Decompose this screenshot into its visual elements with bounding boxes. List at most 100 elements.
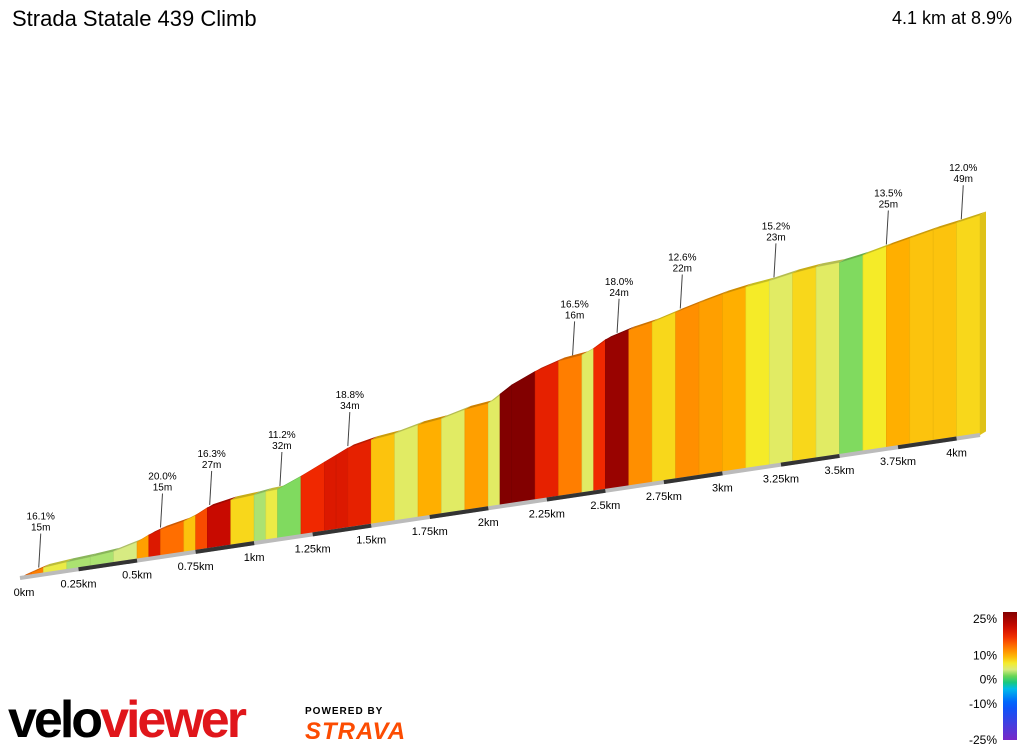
gradient-band — [136, 534, 150, 561]
annotation-length: 34m — [340, 401, 359, 412]
gradient-band-top — [230, 491, 261, 500]
distance-axis: 0km 0.25km 0.5km 0.75km 1km 1.25km 1.5km 1.75km… — [14, 433, 981, 599]
x-tick-label: 0.75km — [178, 561, 214, 573]
gradient-band-top — [933, 219, 963, 230]
x-tick-label: 0km — [14, 587, 35, 599]
gradient-band-top — [148, 525, 167, 535]
gradient-band — [956, 214, 981, 439]
logo-velo-text: velo — [8, 691, 103, 749]
annotation-leader — [159, 493, 163, 528]
distance-axis-segment — [897, 436, 957, 450]
gradient-band-top — [862, 242, 893, 256]
x-tick-label: 1.25km — [295, 543, 331, 555]
gradient-band-top — [769, 269, 799, 281]
annotation-grade: 18.0% — [605, 277, 633, 288]
gradient-band — [558, 354, 583, 499]
distance-axis-segment — [312, 523, 372, 537]
annotation-grade: 11.2% — [268, 430, 296, 441]
gradient-band — [675, 302, 700, 481]
annotation-leader — [279, 451, 283, 487]
gradient-band-top — [347, 436, 378, 449]
gradient-band — [886, 237, 911, 450]
distance-axis-segment — [663, 471, 723, 485]
annotation-leader — [347, 412, 351, 447]
gradient-band — [932, 222, 957, 443]
gradient-band-top — [722, 283, 752, 295]
distance-axis-segment — [546, 488, 606, 502]
annotation-grade: 12.6% — [668, 252, 696, 263]
strava-logo-text: STRAVA — [305, 718, 407, 745]
gradient-band-top — [652, 308, 682, 323]
annotation-grade: 18.8% — [336, 390, 364, 401]
distance-axis-segment — [195, 541, 255, 554]
x-tick-label: 2.5km — [590, 500, 620, 512]
gradient-band-top — [43, 558, 73, 568]
annotation-length: 22m — [673, 263, 692, 274]
gradient-band-top — [418, 415, 448, 425]
gradient-band — [815, 262, 840, 460]
gradient-band-top — [254, 487, 272, 495]
page-title: Strada Statale 439 Climb — [12, 6, 257, 31]
gradient-band — [253, 491, 267, 544]
gradient-band — [265, 488, 278, 542]
x-tick-label: 1.75km — [412, 526, 448, 538]
powered-by-text: POWERED BY — [305, 706, 384, 717]
annotation-leader — [885, 210, 889, 245]
gradient-band — [534, 360, 559, 502]
gradient-band-top — [300, 458, 331, 477]
annotation-length: 16m — [565, 310, 584, 321]
annotation-length: 32m — [272, 441, 291, 452]
gradient-band-top — [605, 326, 635, 340]
gradient-band-top — [839, 251, 869, 263]
distance-axis-segment — [78, 558, 138, 572]
gradient-band — [347, 439, 372, 530]
gradient-band — [417, 418, 442, 520]
gradient-band — [593, 339, 606, 493]
gradient-bands — [19, 211, 986, 579]
annotation-leader — [679, 274, 683, 309]
annotation-leader — [960, 185, 964, 220]
annotation-length: 23m — [766, 232, 785, 243]
x-tick-label: 0.25km — [60, 578, 96, 590]
gradient-band-top — [558, 351, 588, 362]
gradient-band — [230, 494, 255, 547]
x-tick-label: 3.75km — [880, 456, 916, 468]
grade-legend: 25% 10% 0% -10% -25% — [969, 612, 1017, 747]
gradient-band — [839, 254, 864, 457]
annotation-grade: 20.0% — [148, 472, 176, 483]
gradient-band — [651, 311, 676, 485]
gradient-band-top — [394, 421, 425, 434]
logo-viewer-text: viewer — [100, 691, 247, 749]
annotation-length: 25m — [879, 199, 898, 210]
gradient-band-top — [207, 496, 237, 508]
x-tick-label: 1km — [244, 552, 265, 564]
annotation-length: 15m — [153, 483, 172, 494]
gradient-band-top — [628, 318, 659, 330]
legend-label: 25% — [973, 612, 997, 626]
gradient-band-top — [277, 472, 307, 490]
gradient-band-top — [816, 258, 846, 268]
x-tick-label: 4km — [946, 447, 967, 459]
annotation-grade: 13.5% — [874, 188, 902, 199]
annotation-leader — [209, 470, 213, 505]
gradient-band-top — [464, 399, 495, 410]
annotation-length: 49m — [954, 174, 973, 185]
gradient-band — [370, 433, 395, 527]
gradient-band — [499, 384, 513, 507]
gradient-band — [511, 370, 536, 506]
gradient-band — [441, 408, 466, 516]
legend-label: -10% — [969, 697, 997, 711]
annotation-grade: 15.2% — [762, 221, 790, 232]
gradient-band — [698, 293, 723, 478]
annotation-leader — [773, 243, 777, 278]
x-tick-label: 3.25km — [763, 474, 799, 486]
gradient-band — [195, 507, 208, 553]
x-tick-label: 3.5km — [825, 465, 855, 477]
gradient-band — [909, 229, 934, 446]
gradient-band-top — [535, 357, 565, 372]
annotation-leader — [38, 533, 42, 568]
climb-summary: 4.1 km at 8.9% — [891, 8, 1012, 28]
x-tick-label: 1.5km — [356, 535, 386, 547]
legend-label: 0% — [980, 673, 998, 687]
gradient-band — [792, 266, 817, 464]
